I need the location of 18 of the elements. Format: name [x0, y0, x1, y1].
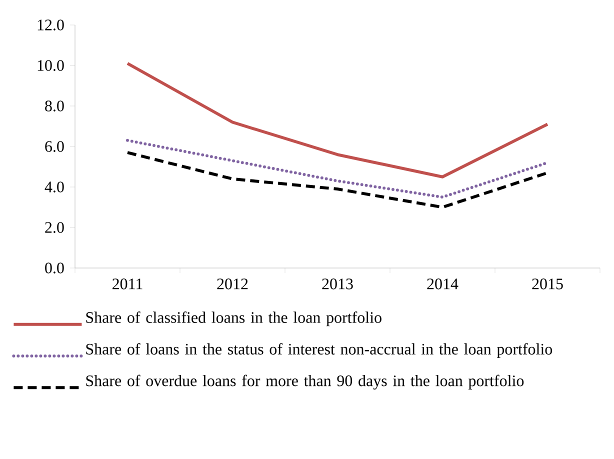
x-tick-label: 2011	[112, 278, 142, 290]
y-tick-label: 8.0	[45, 100, 64, 112]
y-tick-label: 6.0	[45, 141, 64, 152]
x-tick-label: 2014	[427, 278, 458, 290]
x-tick-label: 2015	[532, 278, 563, 290]
y-tick-label: 0.0	[45, 262, 64, 274]
y-tick-label: 12.0	[38, 20, 64, 30]
legend-label: Share of loans in the status of interest non-accrual in the loan portfolio	[86, 343, 552, 358]
y-tick-label: 2.0	[45, 222, 64, 233]
legend-label: Share of classified loans in the loan portfolio	[86, 312, 382, 326]
y-tick-label: 4.0	[44, 182, 64, 192]
line-series	[126, 138, 549, 199]
legend-label: Share of overdue loans for more than 90 days in the loan portfolio	[86, 374, 524, 390]
x-tick-label: 2013	[322, 278, 353, 290]
line-series	[126, 62, 549, 178]
x-tick-label: 2012	[217, 278, 248, 290]
y-tick-label: 10.0	[38, 60, 64, 71]
line-series	[126, 151, 549, 209]
